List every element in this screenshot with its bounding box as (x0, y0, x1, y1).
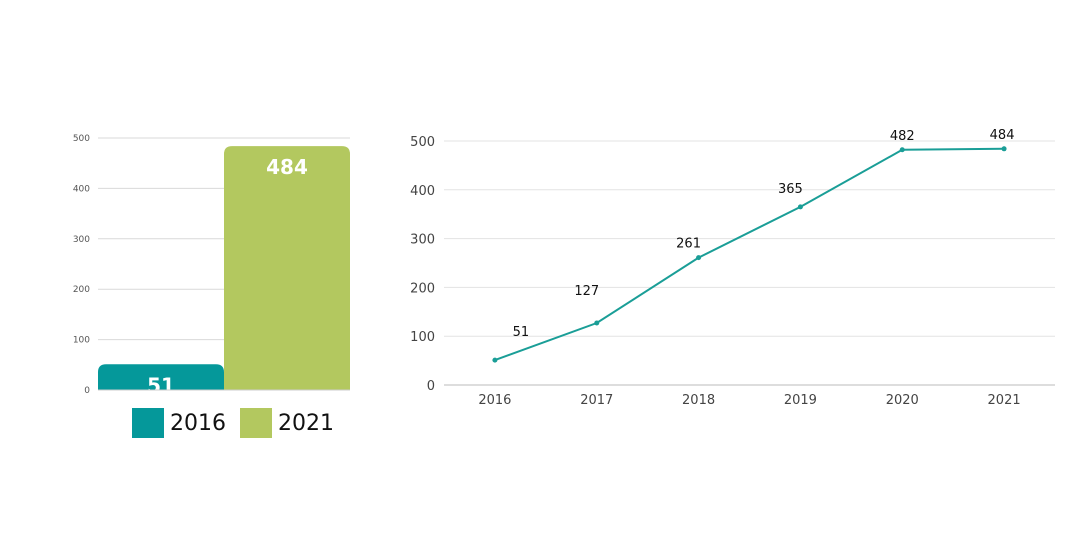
bar-y-tick-label: 200 (73, 285, 90, 295)
bar-y-tick-label: 400 (73, 184, 90, 194)
line-x-tick-label: 2017 (580, 393, 613, 408)
line-x-tick-label: 2020 (886, 393, 919, 408)
bar-y-tick-label: 100 (73, 336, 90, 346)
line-data-label: 51 (513, 325, 530, 340)
legend-item-2021: 2021 (240, 408, 334, 438)
line-point (1001, 146, 1007, 152)
line-y-tick-label: 500 (410, 135, 435, 150)
line-point (797, 204, 803, 210)
line-y-tick-label: 0 (427, 379, 435, 394)
bar-y-tick-label: 500 (73, 134, 90, 144)
line-y-tick-label: 400 (410, 184, 435, 199)
legend-label-2021: 2021 (278, 410, 334, 436)
line-data-label: 127 (574, 284, 599, 299)
line-point (492, 357, 498, 363)
bar-2016 (98, 364, 224, 390)
line-data-label: 261 (676, 237, 701, 252)
bar-chart-legend: 2016 2021 (132, 408, 348, 438)
legend-swatch-2016 (132, 408, 164, 438)
legend-item-2016: 2016 (132, 408, 226, 438)
line-series (494, 147, 1005, 362)
line-point (696, 255, 702, 261)
line-data-label: 482 (890, 129, 915, 144)
line-x-tick-label: 2016 (478, 393, 511, 408)
bar-y-tick-label: 0 (84, 386, 90, 396)
line-data-label: 484 (990, 128, 1015, 143)
line-point (899, 147, 905, 153)
bar-data-label: 51 (147, 373, 175, 397)
legend-swatch-2021 (240, 408, 272, 438)
line-y-tick-label: 200 (410, 281, 435, 296)
line-x-tick-label: 2021 (988, 393, 1021, 408)
line-y-tick-label: 300 (410, 233, 435, 248)
line-data-label: 365 (778, 182, 803, 197)
bar-2021 (224, 146, 350, 390)
bar-y-tick-label: 300 (73, 235, 90, 245)
line-x-tick-label: 2018 (682, 393, 715, 408)
line-chart: 0 100 200 300 400 500 2016 2017 2018 2019 2020 2021… (410, 128, 1055, 408)
line-point (594, 320, 600, 326)
bar-data-label: 484 (266, 155, 308, 179)
line-y-tick-label: 100 (410, 330, 435, 345)
line-x-tick-label: 2019 (784, 393, 817, 408)
bar-chart: 0 100 200 300 400 500 51 484 (73, 134, 350, 397)
legend-label-2016: 2016 (170, 410, 226, 436)
